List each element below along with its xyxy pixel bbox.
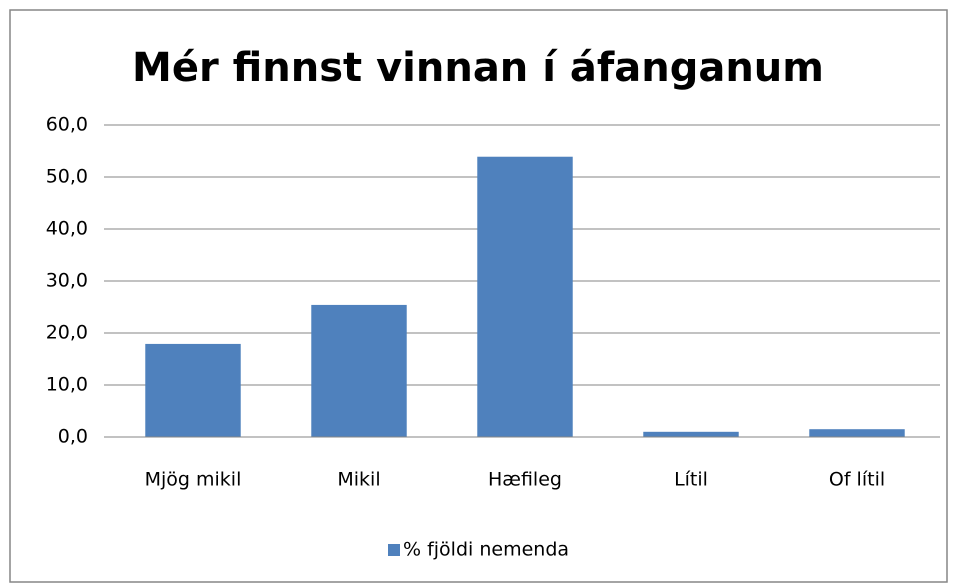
- bar: [809, 429, 905, 437]
- y-tick-label: 10,0: [46, 374, 88, 396]
- bar: [477, 156, 573, 437]
- x-tick-label: Mjög mikil: [145, 469, 242, 491]
- x-tick-label: Lítil: [674, 469, 708, 491]
- y-tick-label: 50,0: [46, 166, 88, 188]
- y-tick-label: 40,0: [46, 218, 88, 240]
- bar: [145, 343, 241, 437]
- y-tick-label: 20,0: [46, 322, 88, 344]
- x-tick-label: Of lítil: [829, 469, 885, 491]
- x-tick-label: Hæfileg: [488, 469, 562, 491]
- bar: [311, 304, 407, 437]
- y-tick-label: 0,0: [58, 426, 88, 448]
- x-tick-label: Mikil: [337, 469, 380, 491]
- chart-title: Mér finnst vinnan í áfanganum: [132, 45, 824, 91]
- bar: [643, 431, 739, 437]
- y-tick-label: 60,0: [46, 114, 88, 136]
- legend-label: % fjöldi nemenda: [403, 539, 569, 561]
- legend-swatch: [388, 544, 400, 556]
- y-tick-label: 30,0: [46, 270, 88, 292]
